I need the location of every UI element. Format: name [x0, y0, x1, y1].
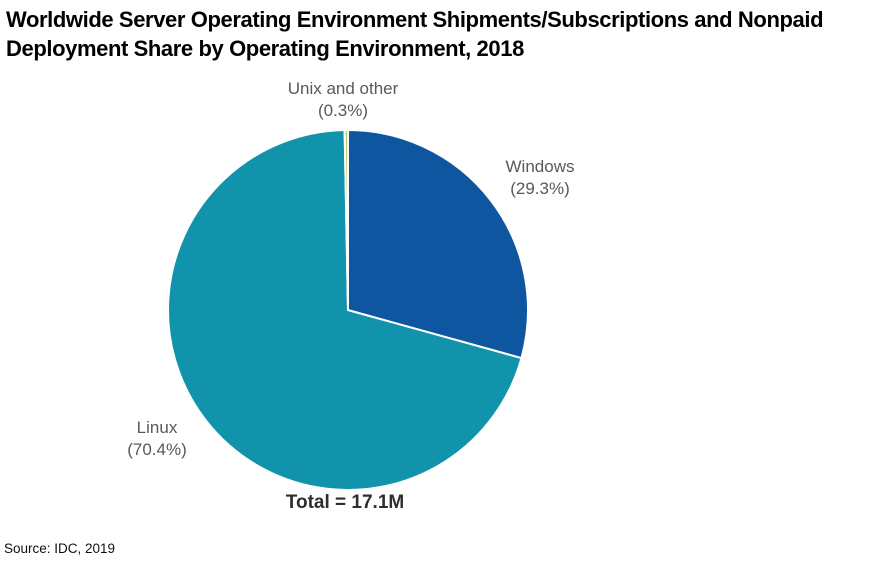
total-label: Total = 17.1M: [285, 492, 405, 513]
slice-label-windows: Windows (29.3%): [506, 156, 575, 200]
pie-slice-linux: [167, 129, 523, 491]
slice-label-unix-name: Unix and other: [287, 79, 399, 98]
slice-label-unix: Unix and other (0.3%): [288, 78, 399, 122]
pie-slice-windows: [347, 129, 529, 360]
slice-label-linux: Linux (70.4%): [127, 417, 187, 461]
slice-label-windows-name: Windows: [505, 157, 575, 176]
chart-title: Worldwide Server Operating Environment S…: [6, 5, 824, 63]
pie-slice-unix-and-other: [343, 128, 349, 311]
chart-title-line1: Worldwide Server Operating Environment S…: [6, 7, 824, 32]
slice-label-windows-pct: (29.3%): [510, 179, 570, 198]
source-note: Source: IDC, 2019: [4, 541, 116, 556]
slice-label-linux-name: Linux: [136, 418, 178, 437]
slice-label-linux-pct: (70.4%): [127, 440, 187, 459]
chart-title-line2: Deployment Share by Operating Environmen…: [6, 36, 524, 61]
slice-label-unix-pct: (0.3%): [317, 101, 369, 120]
